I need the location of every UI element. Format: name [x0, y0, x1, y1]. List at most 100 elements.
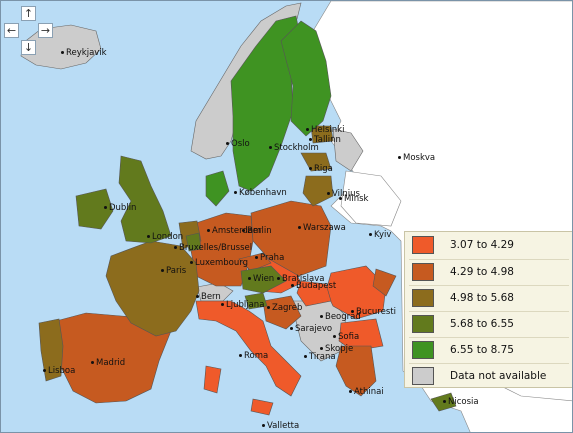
city-marker-icon [269, 146, 272, 149]
legend-item: 5.68 to 6.55 [412, 314, 514, 334]
city-berlin: Berlin [242, 226, 272, 236]
legend-item: 6.55 to 8.75 [412, 340, 514, 360]
city-ljubljana: Ljubljana [221, 300, 264, 310]
city-minsk: Minsk [339, 194, 368, 204]
city-marker-icon [239, 354, 242, 357]
legend-swatch-icon [412, 315, 434, 333]
city-marker-icon [147, 235, 150, 238]
city-oslo: Oslo [226, 139, 250, 149]
legend-label: Data not available [450, 370, 547, 382]
city-marker-icon [61, 51, 64, 54]
city-marker-icon [104, 206, 107, 209]
city-luxembourg: Luxembourg [190, 258, 248, 268]
city-marker-icon [309, 167, 312, 170]
legend-label: 4.98 to 5.68 [450, 292, 514, 304]
city-riga: Riga [309, 164, 333, 174]
city-helsinki: Helsinki [306, 125, 344, 135]
city-marker-icon [43, 369, 46, 372]
city-athinai: Athinai [349, 387, 384, 397]
city-moskva: Moskva [398, 153, 435, 163]
city-london: London [147, 232, 183, 242]
city-marker-icon [234, 191, 237, 194]
legend-label: 6.55 to 8.75 [450, 344, 514, 356]
city-tirana: Tirana [304, 352, 336, 362]
city-marker-icon [226, 142, 229, 145]
city-marker-icon [91, 361, 94, 364]
city-vilnius: Vilnius [327, 189, 360, 199]
city-marker-icon [190, 261, 193, 264]
city-marker-icon [262, 424, 265, 427]
map-legend: 3.07 to 4.29 4.29 to 4.98 4.98 to 5.68 5… [404, 231, 572, 388]
city-stockholm: Stockholm [269, 143, 319, 153]
city-marker-icon [304, 355, 307, 358]
legend-divider [409, 285, 569, 286]
city-bruxelles: Bruxelles/Brussel [174, 243, 252, 253]
city-marker-icon [443, 400, 446, 403]
city-skopje: Skopje [320, 344, 353, 354]
legend-item: 4.98 to 5.68 [412, 288, 514, 308]
city-marker-icon [161, 269, 164, 272]
city-madrid: Madrid [91, 358, 125, 368]
city-kyiv: Kyiv [369, 230, 391, 240]
city-beograd: Beograd [320, 312, 361, 322]
city-marker-icon [306, 128, 309, 131]
city-marker-icon [320, 347, 323, 350]
pan-left-icon[interactable]: ← [4, 23, 19, 38]
city-marker-icon [351, 310, 354, 313]
class-5-regions [205, 15, 332, 207]
city-kobenhavn: København [234, 188, 287, 198]
city-marker-icon [333, 335, 336, 338]
legend-label: 4.29 to 4.98 [450, 266, 514, 278]
pan-up-icon[interactable]: ↑ [21, 6, 36, 21]
city-sofia: Sofia [333, 332, 359, 342]
legend-swatch-icon [412, 263, 434, 281]
city-reykjavik: Reykjavik [61, 48, 107, 58]
city-marker-icon [242, 229, 245, 232]
legend-swatch-icon [412, 236, 434, 254]
legend-divider [409, 311, 569, 312]
legend-divider [409, 337, 569, 338]
city-dublin: Dublin [104, 203, 136, 213]
city-lisboa: Lisboa [43, 366, 75, 376]
city-valletta: Valletta [262, 421, 299, 431]
city-roma: Roma [239, 351, 268, 361]
city-marker-icon [196, 295, 199, 298]
city-bratislava: Bratislava [277, 274, 324, 284]
pan-down-icon[interactable]: ↓ [21, 40, 36, 55]
legend-item: Data not available [412, 366, 546, 386]
legend-divider [409, 259, 569, 260]
city-marker-icon [248, 277, 251, 280]
city-bucuresti: Bucuresti [351, 307, 396, 317]
legend-swatch-icon [412, 289, 434, 307]
city-marker-icon [327, 192, 330, 195]
city-budapest: Budapest [291, 281, 336, 291]
legend-swatch-icon [412, 367, 434, 385]
city-marker-icon [277, 277, 280, 280]
class-2-regions [50, 200, 397, 404]
city-marker-icon [349, 390, 352, 393]
city-marker-icon [320, 315, 323, 318]
pan-control: ↑ ← → ↓ [4, 6, 54, 56]
city-nicosia: Nicosia [443, 397, 479, 407]
city-marker-icon [207, 229, 210, 232]
city-marker-icon [174, 246, 177, 249]
city-marker-icon [291, 284, 294, 287]
city-bern: Bern [196, 292, 221, 302]
city-amsterdam: Amsterdam [207, 226, 261, 236]
pan-right-icon[interactable]: → [38, 23, 53, 38]
legend-divider [409, 363, 569, 364]
city-zagreb: Zagreb [267, 303, 302, 313]
city-warszawa: Warszawa [298, 223, 346, 233]
city-marker-icon [369, 233, 372, 236]
city-wien: Wien [248, 274, 274, 284]
city-paris: Paris [161, 266, 186, 276]
legend-item: 3.07 to 4.29 [412, 235, 514, 255]
class-4-regions [75, 155, 457, 412]
city-marker-icon [290, 327, 293, 330]
city-marker-icon [267, 306, 270, 309]
city-praha: Praha [255, 253, 284, 263]
legend-label: 5.68 to 6.55 [450, 318, 514, 330]
city-marker-icon [309, 138, 312, 141]
legend-swatch-icon [412, 341, 434, 359]
